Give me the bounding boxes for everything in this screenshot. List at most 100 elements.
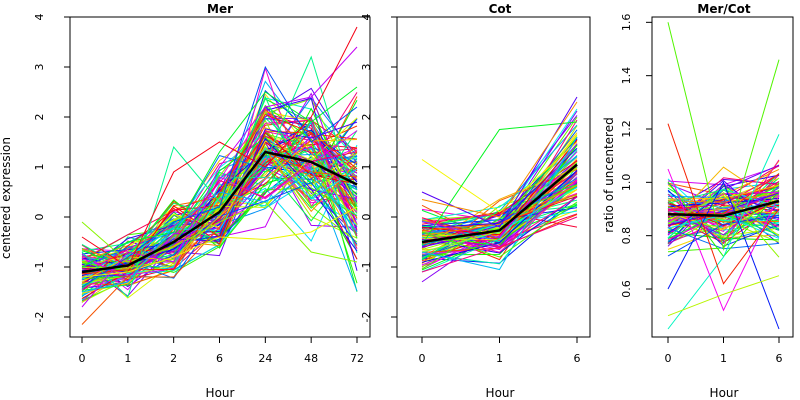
mer-x-tick-label: 6 [216, 352, 223, 365]
mer-cot-x-tick-label: 0 [665, 352, 672, 365]
mer-x-tick-label: 0 [79, 352, 86, 365]
mer-cot-profile-line [667, 192, 780, 226]
cot-profile-line [421, 101, 578, 218]
mer-y-axis-label: centered expression [0, 137, 13, 259]
mer-cot-x-axis-label: Hour [710, 386, 739, 400]
mer-profile-line [81, 130, 358, 276]
mer-cot-profile-line [667, 195, 780, 238]
cot-profile-line [421, 170, 578, 263]
mer-cot-x-tick-label: 1 [720, 352, 727, 365]
mer-y-tick-label: 0 [33, 214, 46, 221]
mer-cot-profile-line [667, 174, 780, 245]
mer-cot-profile-line [667, 275, 780, 317]
cot-profile-line [421, 166, 578, 265]
mer-cot-profile-line [667, 191, 780, 223]
cot-profile-line [421, 195, 578, 254]
mer-x-tick-label: 72 [350, 352, 364, 365]
mer-cot-profile-line [667, 123, 780, 285]
mer-profile-line [81, 187, 358, 288]
cot-profile-line [421, 216, 578, 273]
mer-cot-profile-line [667, 214, 780, 257]
mer-profile-lines [81, 26, 358, 325]
mer-cot-profile-line [667, 189, 780, 247]
mer-profile-line [81, 65, 358, 288]
cot-y-tick-label: -1 [360, 262, 373, 273]
mer-cot-y-tick-label: 0.6 [620, 280, 633, 298]
mer-profile-line [81, 145, 358, 269]
mer-profile-line [81, 147, 358, 280]
cot-y-tick-label: 3 [360, 64, 373, 71]
cot-profile-line [421, 115, 578, 240]
cot-profile-line [421, 136, 578, 271]
mer-profile-line [81, 46, 358, 308]
cot-profile-line [421, 139, 578, 236]
mer-profile-line [81, 206, 358, 278]
cot-panel: Cot Hour -2 -1 0 1 2 3 4 0 1 6 [360, 2, 591, 400]
mer-cot-profile-line [667, 195, 780, 237]
cot-profile-line [421, 135, 578, 238]
mer-y-tick-label: 4 [33, 14, 46, 21]
mer-cot-x-tick-label: 6 [776, 352, 783, 365]
cot-profile-line [421, 184, 578, 237]
mer-cot-profile-line [667, 134, 780, 330]
mer-y-tick-label: -2 [33, 312, 46, 323]
mer-cot-y-tick-label: 1.4 [620, 67, 633, 85]
mer-cot-profile-line [667, 181, 780, 330]
cot-mean-line [421, 163, 578, 244]
mer-cot-profile-line [667, 192, 780, 203]
cot-profile-line [421, 155, 578, 235]
mer-cot-profile-line [667, 22, 780, 251]
mer-x-tick-label: 48 [304, 352, 318, 365]
mer-y-tick-label: 1 [33, 164, 46, 171]
cot-profile-line [421, 185, 578, 270]
mer-y-tick-label: 3 [33, 64, 46, 71]
mer-cot-panel: Mer/Cot Hour ratio of uncentered 0.6 0.8 1… [602, 2, 794, 400]
cot-y-tick-label: 4 [360, 14, 373, 21]
mer-x-tick-label: 2 [170, 352, 177, 365]
cot-y-tick-label: -2 [360, 312, 373, 323]
cot-profile-line [421, 171, 578, 245]
mer-cot-y-tick-label: 0.8 [620, 227, 633, 245]
cot-x-tick-label: 1 [496, 352, 503, 365]
mer-cot-title: Mer/Cot [697, 2, 750, 16]
mer-title: Mer [207, 2, 233, 16]
mer-mean-line [81, 150, 358, 274]
cot-y-tick-label: 1 [360, 164, 373, 171]
mer-profile-line [81, 134, 358, 303]
mer-cot-profile-lines [667, 22, 780, 330]
mer-x-tick-label: 1 [124, 352, 131, 365]
cot-profile-lines [421, 96, 578, 283]
mer-profile-line [81, 55, 358, 298]
cot-profile-line [421, 121, 578, 245]
mer-profile-line [81, 201, 358, 263]
cot-profile-line [421, 149, 578, 273]
mer-cot-y-axis-label: ratio of uncentered [602, 117, 616, 232]
cot-x-tick-label: 0 [419, 352, 426, 365]
cot-y-tick-label: 2 [360, 114, 373, 121]
cot-profile-line [421, 148, 578, 229]
cot-profile-line [421, 201, 578, 258]
mer-cot-y-tick-label: 1.2 [620, 120, 633, 138]
mer-profile-line [81, 135, 358, 282]
mer-profile-line [81, 171, 358, 293]
cot-title: Cot [489, 2, 512, 16]
mer-profile-line [81, 26, 358, 268]
mer-cot-profile-line [667, 185, 780, 200]
mer-cot-profile-line [667, 200, 780, 230]
mer-cot-mean-line [667, 199, 780, 217]
mer-cot-y-tick-label: 1.0 [620, 174, 633, 192]
mer-cot-profile-line [667, 200, 780, 227]
mer-cot-y-tick-label: 1.6 [620, 14, 633, 32]
mer-y-tick-label: 2 [33, 114, 46, 121]
mer-x-tick-label: 24 [258, 352, 272, 365]
mer-y-tick-label: -1 [33, 262, 46, 273]
mer-profile-line [81, 113, 358, 275]
mer-profile-line [81, 86, 358, 268]
mer-panel: Mer Hour centered expression -2 -1 0 1 2 3 4 0 1… [0, 2, 371, 400]
cot-profile-line [421, 207, 578, 227]
cot-x-axis-label: Hour [486, 386, 515, 400]
mer-x-axis-label: Hour [206, 386, 235, 400]
cot-profile-line [421, 141, 578, 213]
mer-cot-profile-line [667, 185, 780, 240]
